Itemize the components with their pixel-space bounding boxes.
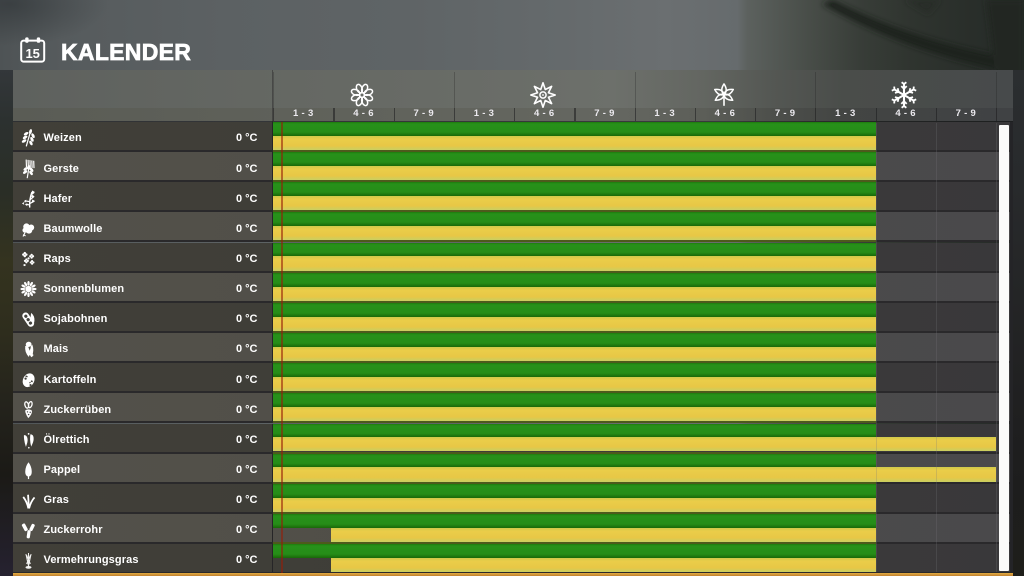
svg-text:15: 15 <box>25 46 39 61</box>
